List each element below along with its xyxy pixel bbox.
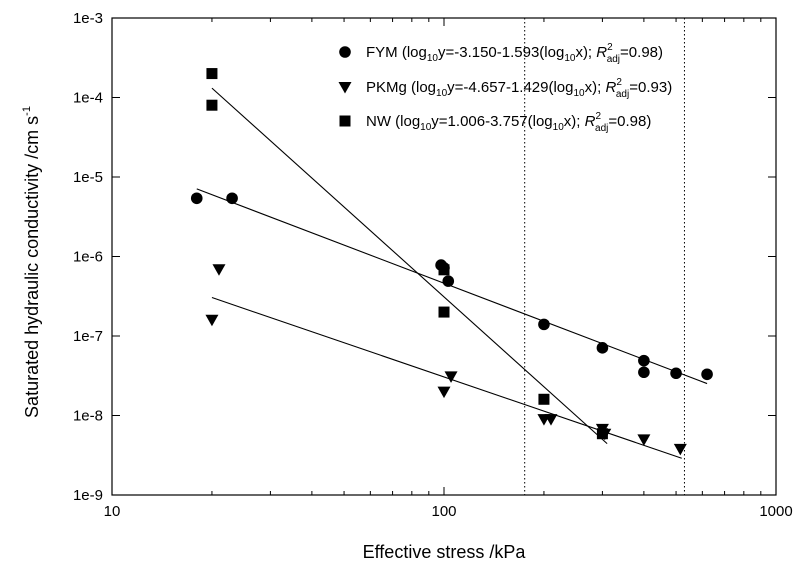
legend-label-nw: NW (log10y=1.006-3.757(log10x); R2 adj=0.…: [366, 111, 651, 134]
point-pkmg: [673, 443, 687, 456]
y-axis-title-sup: -1: [21, 106, 33, 116]
legend-text-part: PKMg (log: [366, 79, 436, 96]
legend-text-part: R: [585, 113, 596, 130]
y-tick-label: 1e-9: [73, 487, 103, 504]
legend-text-part: 10: [427, 53, 439, 64]
legend-text-part: =0.98): [620, 44, 663, 61]
point-fym: [442, 275, 455, 287]
point-nw: [596, 428, 608, 440]
point-fym: [190, 192, 203, 205]
x-axis-title: Effective stress /kPa: [363, 542, 527, 562]
point-pkmg: [205, 314, 219, 327]
point-nw: [206, 68, 218, 80]
legend-text-part: 2: [595, 111, 601, 122]
legend-marker-nw: [339, 115, 351, 127]
point-fym: [226, 192, 238, 205]
legend-text-part: x);: [564, 113, 585, 130]
point-fym: [670, 367, 682, 380]
fit-lines: [196, 87, 708, 459]
y-tick-label: 1e-5: [73, 169, 103, 186]
legend-text-part: adj: [595, 123, 608, 134]
fit-line-nw: [211, 87, 608, 445]
legend-text-part: adj: [607, 54, 620, 65]
legend-label-pkmg: PKMg (log10y=-4.657-1.429(log10x); R2 adj…: [366, 77, 672, 100]
point-fym: [596, 342, 609, 354]
point-nw: [438, 306, 450, 318]
fit-line-fym: [196, 188, 708, 385]
x-tick-label: 100: [431, 503, 456, 520]
legend-text-part: FYM (log: [366, 44, 427, 61]
y-axis-title-main: Saturated hydraulic conductivity /cm s: [22, 116, 42, 418]
x-tick-label: 10: [104, 503, 121, 520]
legend-marker-pkmg: [338, 82, 352, 94]
legend-text-part: y=-3.150-1.593(log: [438, 44, 564, 61]
legend-text-part: NW (log: [366, 113, 420, 130]
point-fym: [538, 318, 550, 331]
y-axis-title: Saturated hydraulic conductivity /cm s-1: [21, 106, 42, 418]
y-tick-label: 1e-6: [73, 249, 103, 266]
point-fym: [701, 368, 713, 381]
data-points: [190, 68, 713, 456]
legend-text-part: x);: [575, 44, 596, 61]
point-nw: [438, 264, 450, 276]
point-pkmg: [637, 434, 651, 446]
legend-text-part: x);: [585, 79, 606, 96]
legend-text-part: y=1.006-3.757(log: [431, 113, 552, 130]
point-pkmg: [444, 371, 458, 383]
series-nw: [206, 68, 608, 440]
fit-line-pkmg: [211, 297, 682, 459]
legend-label-fym: FYM (log10y=-3.150-1.593(log10x); R2 adj=…: [366, 42, 663, 65]
point-pkmg: [212, 264, 226, 276]
series-fym: [190, 192, 713, 381]
legend-text-part: R: [605, 79, 616, 96]
legend-text-part: =0.93): [629, 79, 672, 96]
legend-text-part: 10: [553, 122, 565, 133]
point-nw: [206, 99, 218, 111]
y-tick-label: 1e-4: [73, 90, 103, 107]
legend-text-part: 2: [607, 42, 613, 53]
legend-text-part: =0.98): [608, 113, 651, 130]
x-tick-label: 1000: [759, 503, 792, 520]
y-tick-label: 1e-3: [73, 10, 103, 27]
legend-text-part: 2: [616, 77, 622, 88]
series-pkmg: [205, 264, 687, 456]
y-tick-label: 1e-7: [73, 328, 103, 345]
point-nw: [538, 393, 550, 405]
point-fym: [638, 354, 650, 367]
point-pkmg: [437, 386, 451, 399]
legend-text-part: R: [596, 44, 607, 61]
legend: FYM (log10y=-3.150-1.593(log10x); R2 adj=…: [338, 42, 672, 134]
point-pkmg: [544, 414, 558, 426]
legend-text-part: 10: [564, 53, 576, 64]
legend-text-part: adj: [616, 89, 629, 100]
point-fym: [638, 366, 650, 379]
legend-text-part: 10: [574, 88, 586, 99]
y-tick-label: 1e-8: [73, 408, 103, 425]
legend-text-part: 10: [420, 122, 432, 133]
legend-marker-fym: [339, 46, 351, 58]
legend-text-part: 10: [436, 88, 448, 99]
legend-text-part: y=-4.657-1.429(log: [447, 79, 573, 96]
axis-ticks: 10 100 1000 1e-9 1e-8 1e-7 1e-6 1e-5 1e-4 1e-3: [73, 10, 793, 520]
